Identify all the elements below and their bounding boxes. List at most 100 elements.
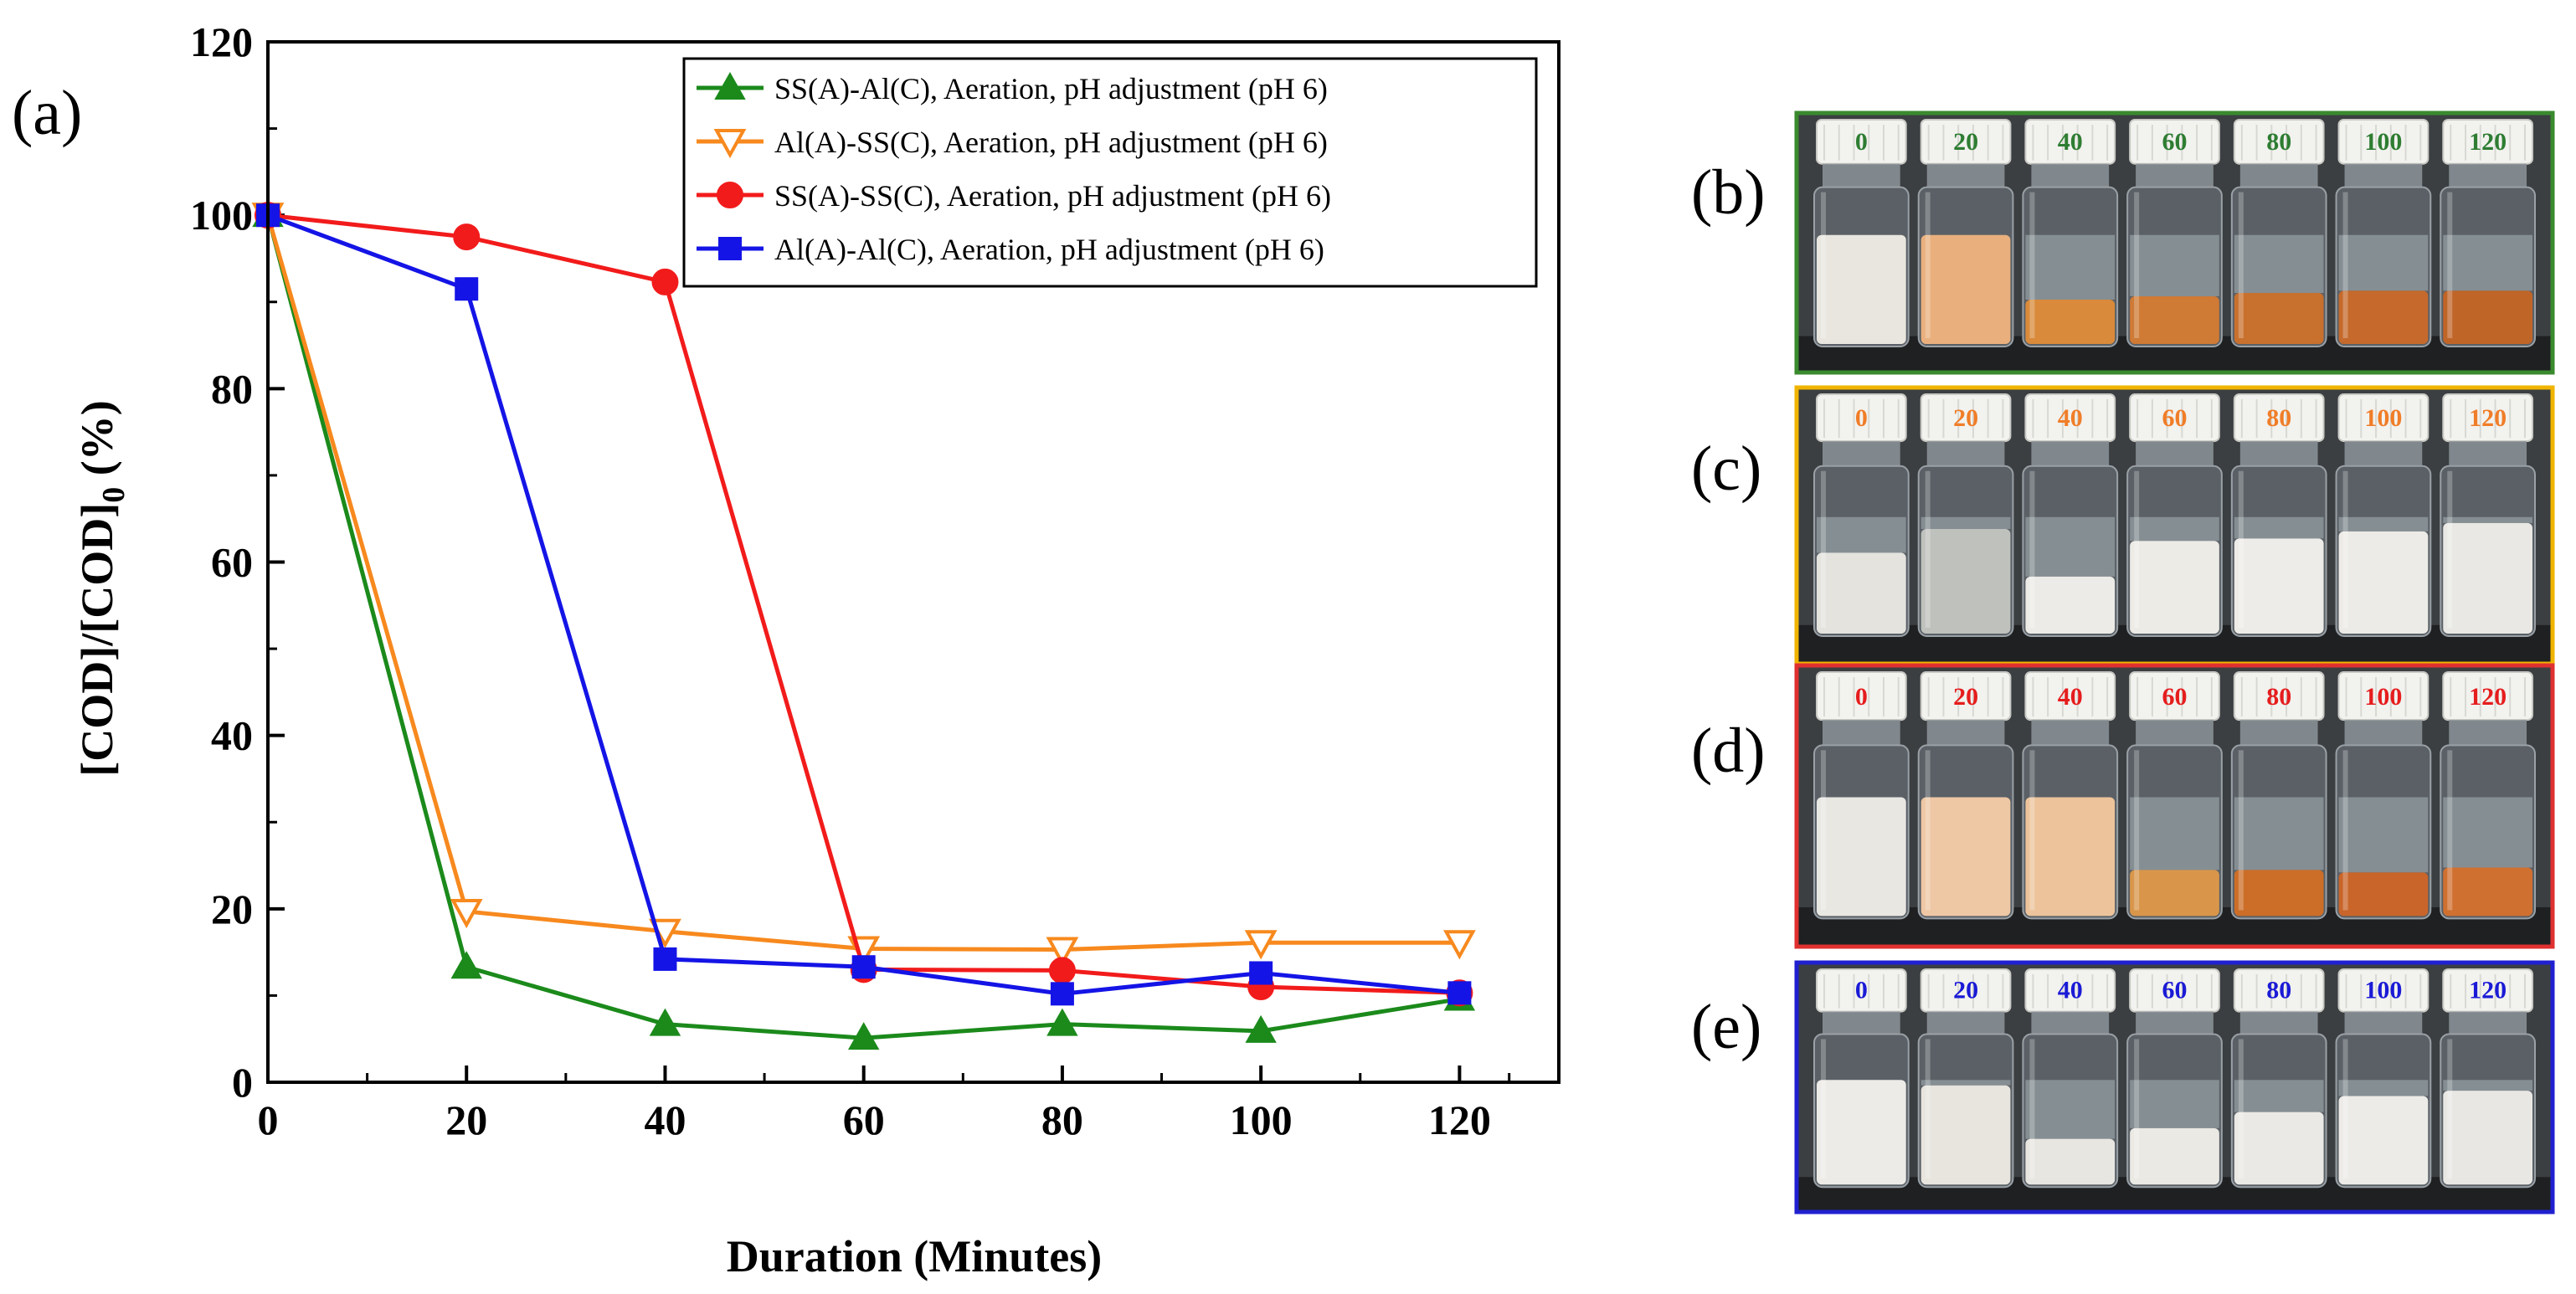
vial-supernatant	[2338, 516, 2429, 531]
vial-supernatant	[2025, 516, 2116, 577]
vial-highlight	[2029, 192, 2035, 338]
legend-marker	[718, 237, 742, 260]
vial-time-label: 120	[2469, 976, 2507, 1004]
data-point	[1447, 981, 1472, 1005]
vial-time-label: 20	[1953, 683, 1978, 711]
data-point	[651, 268, 679, 295]
vial-supernatant	[2234, 516, 2324, 539]
photo-panel-d: (d) 0 20 40 60 80 100 120	[1691, 663, 2555, 949]
vial-supernatant	[2130, 1080, 2219, 1128]
vial-time-label: 80	[2266, 404, 2291, 432]
vial-neck	[2239, 163, 2318, 187]
vial: 0	[1813, 119, 1910, 347]
y-tick-label: 0	[232, 1059, 253, 1106]
data-point	[1245, 1014, 1277, 1043]
vial: 80	[2230, 671, 2327, 920]
vial-supernatant	[2443, 797, 2532, 868]
vial-neck	[1926, 163, 2005, 187]
data-point	[1046, 937, 1079, 967]
vial-liquid	[1817, 797, 1906, 917]
vial-neck	[2344, 1011, 2423, 1035]
vial-time-label: 80	[2266, 683, 2291, 711]
vial: 60	[2126, 968, 2223, 1189]
vial-time-label: 20	[1953, 976, 1978, 1004]
vial-highlight	[1821, 1039, 1826, 1179]
x-axis-title: Duration (Minutes)	[727, 1231, 1102, 1281]
vial-supernatant	[2443, 234, 2532, 291]
vial-liquid	[2234, 293, 2324, 344]
vial-time-label: 80	[2266, 128, 2291, 156]
x-tick-label: 100	[1230, 1096, 1293, 1143]
vial-supernatant	[2025, 1080, 2116, 1139]
vial-highlight	[2134, 470, 2140, 628]
vial-liquid	[2234, 1112, 2324, 1185]
vial-time-label: 100	[2364, 128, 2402, 156]
vial-neck	[2449, 163, 2527, 187]
vial-supernatant	[2443, 516, 2532, 523]
series-line	[265, 214, 1460, 1040]
vial-highlight	[2134, 1039, 2140, 1179]
y-tick-label: 60	[211, 539, 253, 586]
vial-time-label: 60	[2162, 404, 2188, 432]
vial-time-label: 0	[1855, 976, 1868, 1004]
vial-supernatant	[2130, 797, 2219, 870]
vial-liquid	[2338, 290, 2429, 344]
vial-highlight	[1925, 470, 1931, 628]
data-point	[653, 947, 677, 971]
vial-time-label: 80	[2266, 976, 2291, 1004]
photo-frame	[1794, 960, 2555, 1214]
legend-marker	[714, 71, 746, 100]
series-line	[265, 214, 1460, 953]
series-1	[252, 199, 1476, 1050]
vial: 20	[1917, 968, 2014, 1189]
vial-highlight	[2134, 750, 2140, 911]
vial-liquid	[1920, 797, 2011, 917]
vial-time-label: 60	[2162, 683, 2188, 711]
vial-time-label: 40	[2058, 683, 2083, 711]
vial-neck	[2136, 1011, 2214, 1035]
vial-highlight	[2238, 470, 2244, 628]
x-tick-label: 0	[258, 1096, 279, 1143]
vial-liquid	[2025, 797, 2116, 917]
series-4	[256, 203, 1472, 1006]
vial-highlight	[1821, 750, 1826, 911]
vial-neck	[2449, 720, 2527, 746]
vial-neck	[1823, 720, 1900, 746]
vial-highlight	[1821, 192, 1826, 338]
vial: 100	[2335, 671, 2432, 920]
vial: 100	[2335, 119, 2432, 347]
vial-supernatant	[1817, 516, 1906, 553]
x-tick-label: 20	[445, 1096, 487, 1143]
vial-neck	[2449, 441, 2527, 466]
vial-neck	[2136, 441, 2214, 466]
series-layer	[251, 199, 1476, 1050]
vial-supernatant	[2443, 1080, 2532, 1091]
vial-supernatant	[2234, 797, 2324, 870]
legend-label: SS(A)-SS(C), Aeration, pH adjustment (pH…	[774, 179, 1331, 213]
vial-liquid	[1817, 234, 1906, 344]
vial-highlight	[2342, 750, 2348, 911]
vial-neck	[2239, 720, 2318, 746]
vial-supernatant	[1920, 1080, 2011, 1086]
vial: 40	[2022, 671, 2119, 920]
vial-time-label: 0	[1855, 683, 1868, 711]
vial-supernatant	[2234, 234, 2324, 294]
vial: 40	[2022, 968, 2119, 1189]
vial: 40	[2022, 119, 2119, 347]
vial-liquid	[2338, 872, 2429, 917]
vial-time-label: 60	[2162, 976, 2188, 1004]
panel-label: (e)	[1691, 992, 1761, 1062]
photo-panel-c: (c) 0 20 40 60 80 100 120	[1691, 385, 2555, 666]
vial-highlight	[2134, 192, 2140, 338]
legend-label: Al(A)-Al(C), Aeration, pH adjustment (pH…	[774, 233, 1324, 266]
vial-highlight	[2238, 192, 2244, 338]
x-tick-label: 60	[843, 1096, 885, 1143]
cod-line-chart: 0 20 40 60 80 100 120 0 20 40 60 80 100 120 [COD]/[C…	[72, 18, 1561, 1281]
legend-entry: Al(A)-SS(C), Aeration, pH adjustment (pH…	[697, 126, 1328, 159]
series-line	[267, 213, 1460, 995]
data-point	[455, 277, 479, 301]
vial-highlight	[1925, 1039, 1931, 1179]
vial-liquid	[2443, 867, 2532, 917]
vial-neck	[2031, 720, 2110, 746]
